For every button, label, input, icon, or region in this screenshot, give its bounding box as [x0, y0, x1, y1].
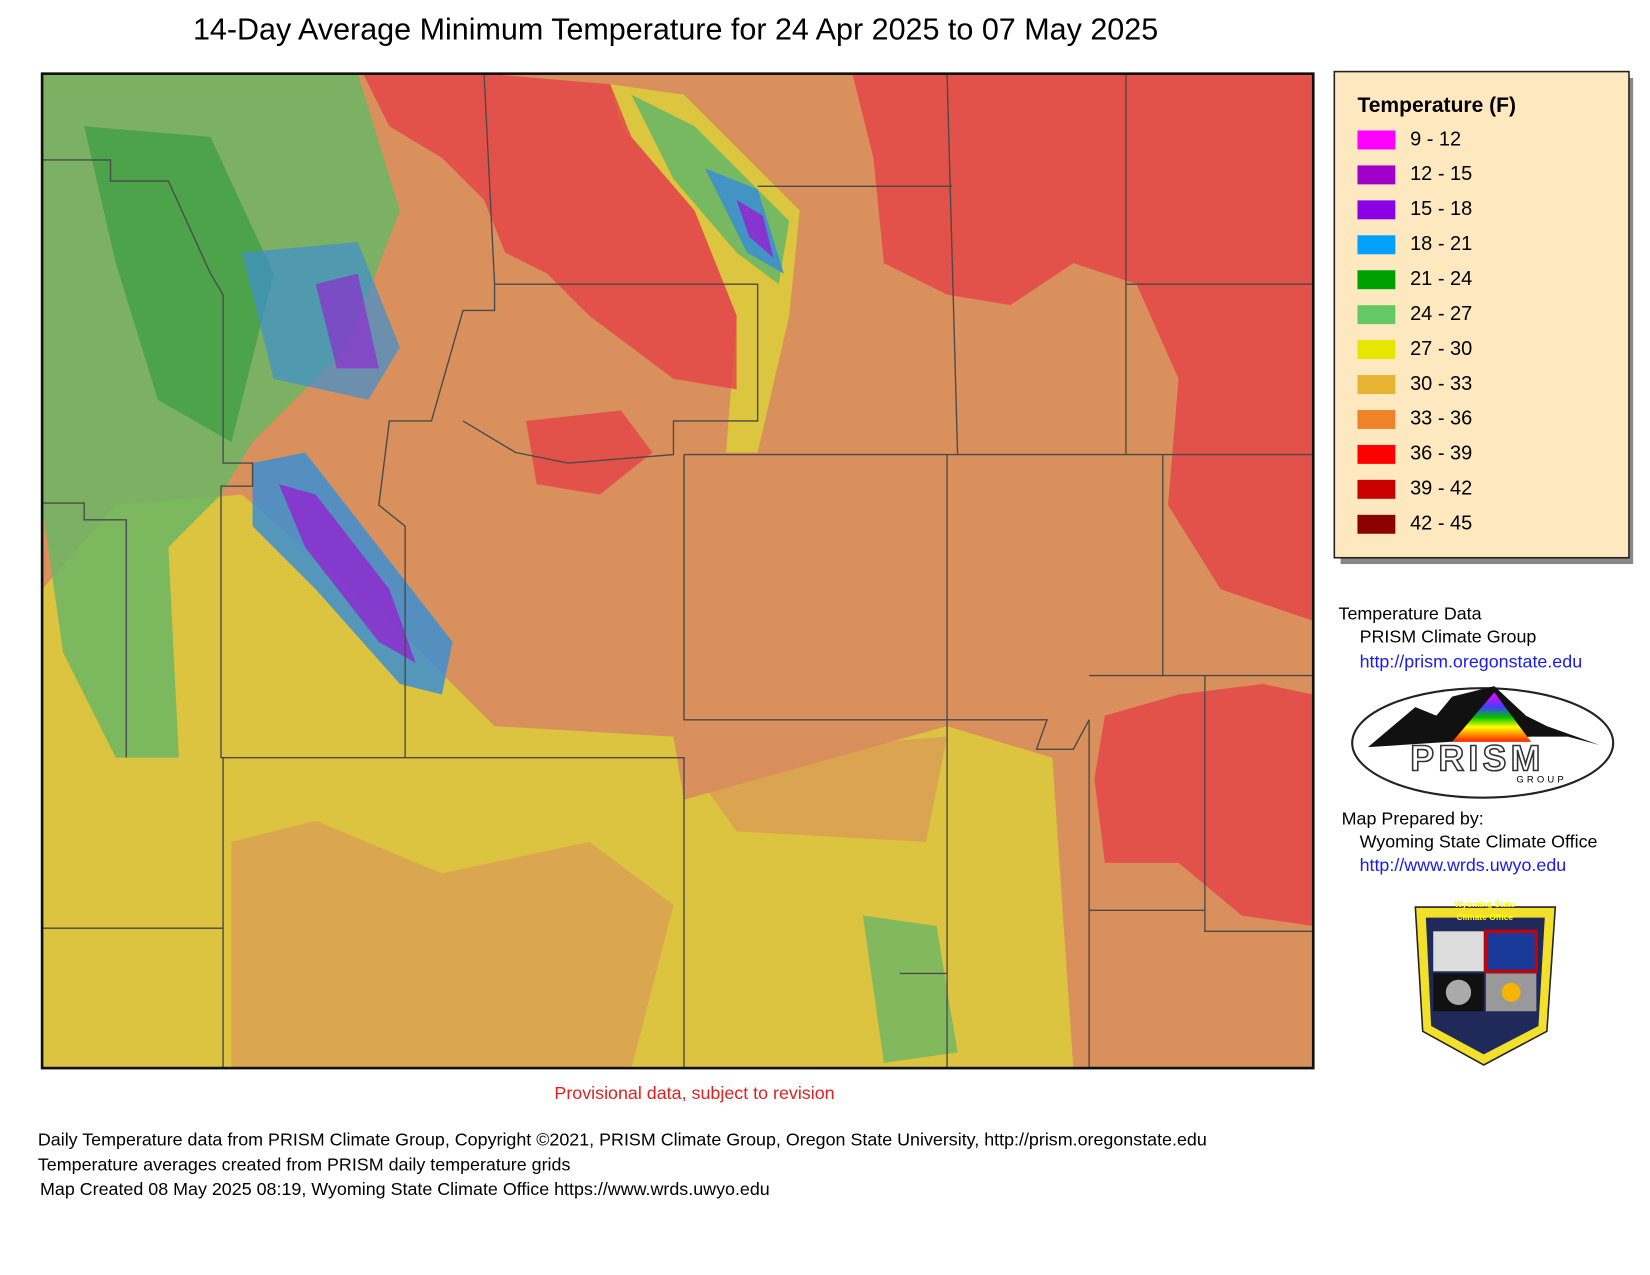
legend-swatch [1357, 514, 1396, 534]
footer-line: Temperature averages created from PRISM … [38, 1155, 571, 1175]
legend-swatch [1357, 479, 1396, 499]
credit-preparer: Wyoming State Climate Office [1360, 832, 1598, 852]
legend: Temperature (F) 9 - 12 12 - 15 15 - 18 18 -… [1333, 70, 1634, 565]
legend-items: 9 - 12 12 - 15 15 - 18 18 - 21 21 - 24 24 - 2… [1357, 128, 1472, 535]
legend-label: 42 - 45 [1410, 513, 1472, 535]
county-line [483, 73, 1314, 1069]
legend-swatch [1357, 235, 1396, 255]
cold-area [862, 915, 958, 1063]
warm-area [526, 410, 653, 495]
cool-area [610, 84, 800, 453]
legend-label: 18 - 21 [1410, 233, 1472, 255]
cold-area [736, 199, 774, 258]
legend-swatch [1357, 130, 1396, 150]
legend-swatch [1357, 165, 1396, 185]
legend-swatch [1357, 305, 1396, 325]
logo-name: PRISM [1410, 738, 1544, 778]
map-title: 14-Day Average Minimum Temperature for 2… [193, 13, 1158, 47]
shield-quadrant [1484, 929, 1538, 973]
legend-label: 21 - 24 [1410, 268, 1472, 290]
temperature-map [40, 72, 1315, 1070]
credit-heading: Map Prepared by: [1342, 808, 1484, 828]
county-line [42, 159, 685, 1069]
warm-area [683, 736, 948, 842]
legend-label: 27 - 30 [1410, 338, 1472, 360]
legend-title: Temperature (F) [1357, 94, 1516, 117]
credit-url[interactable]: http://prism.oregonstate.edu [1360, 652, 1583, 672]
sun [1501, 982, 1521, 1002]
legend-label: 9 - 12 [1410, 128, 1461, 150]
legend-label: 33 - 36 [1410, 408, 1472, 430]
logo-spectrum [1452, 692, 1532, 742]
county-line [42, 283, 759, 1069]
legend-swatch [1357, 200, 1396, 220]
legend-swatch [1357, 340, 1396, 360]
cold-area [278, 484, 416, 663]
legend-label: 36 - 39 [1410, 443, 1472, 465]
warm-area [852, 73, 1314, 621]
wsco-logo: Wyoming State Climate Office [1414, 899, 1557, 1066]
map-border [40, 72, 1315, 1070]
shield-quadrant [1433, 931, 1484, 972]
legend-swatch [1357, 375, 1396, 394]
credit-url[interactable]: http://www.wrds.uwyo.edu [1360, 855, 1567, 875]
prism-logo: PRISM GROUP [1351, 686, 1615, 799]
provisional-note: Provisional data, subject to revision [554, 1083, 834, 1103]
footer-line: Map Created 08 May 2025 08:19, Wyoming S… [40, 1179, 770, 1199]
cold-area [84, 126, 274, 442]
legend-swatch [1357, 444, 1396, 464]
logo-group: GROUP [1516, 774, 1567, 785]
warm-area [363, 73, 737, 390]
footer-line: Daily Temperature data from PRISM Climat… [38, 1129, 1207, 1149]
legend-label: 12 - 15 [1410, 163, 1472, 185]
legend-swatch [1357, 270, 1396, 290]
legend-label: 39 - 42 [1410, 478, 1472, 500]
credit-source: PRISM Climate Group [1360, 626, 1537, 646]
warm-area [1094, 684, 1314, 927]
shield-text: Climate Office [1457, 912, 1514, 922]
warm-area [231, 820, 674, 1069]
moon [1445, 979, 1472, 1005]
legend-label: 15 - 18 [1410, 198, 1472, 220]
legend-swatch [1357, 409, 1396, 429]
credit-heading: Temperature Data [1339, 603, 1482, 623]
shield-text: Wyoming State [1455, 899, 1516, 909]
legend-label: 30 - 33 [1410, 373, 1472, 395]
legend-label: 24 - 27 [1410, 303, 1472, 325]
